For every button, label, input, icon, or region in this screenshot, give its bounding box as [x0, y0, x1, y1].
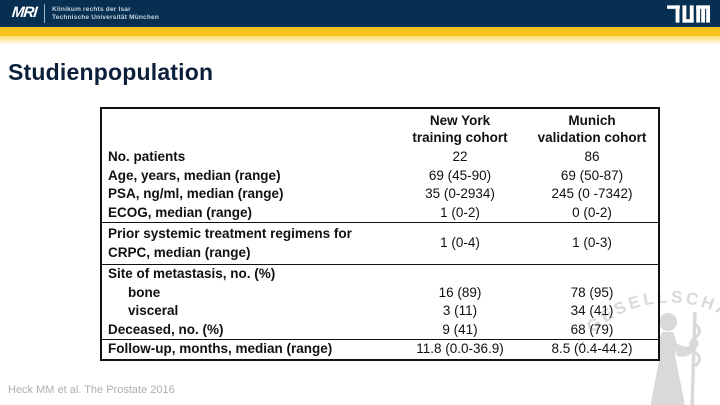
row-label: Prior systemic treatment regimens for CR…: [108, 226, 352, 260]
row-label: PSA, ng/ml, median (range): [108, 186, 284, 201]
row-label: ECOG, median (range): [108, 204, 253, 220]
row-label: Follow-up, months, median (range): [108, 341, 333, 356]
value-new-york: 22: [452, 149, 468, 164]
institution-line1: Klinikum rechts der Isar: [52, 6, 131, 13]
value-munich: 68 (79): [570, 321, 614, 337]
citation: Heck MM et al. The Prostate 2016: [8, 384, 175, 396]
value-new-york: 9 (41): [442, 321, 478, 337]
table-row-age: Age, years, median (range) 69 (45-90) 69…: [102, 167, 658, 186]
column-header-munich: Munich validation cohort: [537, 113, 647, 145]
value-munich: 1 (0-3): [572, 235, 612, 251]
accent-stripe-fade: [0, 36, 720, 45]
logo-divider: [44, 4, 45, 23]
row-label: visceral: [128, 303, 179, 318]
value-munich: 0 (0-2): [572, 204, 612, 220]
institution-line2: Technische Universität München: [52, 14, 160, 21]
value-munich: 78 (95): [570, 284, 614, 300]
value-munich: 34 (41): [570, 303, 614, 318]
value-new-york: 69 (45-90): [428, 167, 492, 183]
value-new-york: 3 (11): [442, 303, 478, 318]
top-bar: MRI Klinikum rechts der Isar Technische …: [0, 0, 720, 27]
table-header-row: New York training cohort Munich validati…: [102, 109, 658, 148]
table-row-site-of-metastasis: Site of metastasis, no. (%): [102, 264, 658, 284]
row-label: Deceased, no. (%): [108, 321, 224, 337]
study-population-table: New York training cohort Munich validati…: [100, 107, 660, 361]
table-row-bone: bone 16 (89) 78 (95): [102, 284, 658, 303]
table-row-visceral: visceral 3 (11) 34 (41): [102, 302, 658, 321]
institution-name: Klinikum rechts der Isar Technische Univ…: [52, 6, 159, 22]
row-label: No. patients: [108, 149, 186, 164]
value-munich: 69 (50-87): [560, 167, 624, 183]
row-label: Site of metastasis, no. (%): [108, 266, 276, 281]
mri-logo: MRI: [11, 4, 38, 21]
value-munich: 8.5 (0.4-44.2): [551, 341, 633, 356]
tum-logo-icon: [667, 5, 710, 23]
value-new-york: 35 (0-2934): [425, 186, 495, 201]
table-row-prior-treatment: Prior systemic treatment regimens for CR…: [102, 222, 658, 264]
table-row-psa: PSA, ng/ml, median (range) 35 (0-2934) 2…: [102, 185, 658, 204]
value-new-york: 1 (0-2): [440, 204, 480, 220]
row-label: bone: [128, 284, 161, 300]
table-row-follow-up: Follow-up, months, median (range) 11.8 (…: [102, 339, 658, 359]
row-label: Age, years, median (range): [108, 167, 281, 183]
table-row-ecog: ECOG, median (range) 1 (0-2) 0 (0-2): [102, 204, 658, 223]
value-new-york: 1 (0-4): [440, 235, 480, 251]
value-munich: 245 (0 -7342): [551, 186, 633, 201]
value-new-york: 16 (89): [438, 284, 482, 300]
column-header-new-york: New York training cohort: [412, 113, 508, 145]
page-title: Studienpopulation: [8, 59, 214, 86]
asclepius-figure-icon: [650, 313, 699, 405]
table-row-no-patients: No. patients 22 86: [102, 148, 658, 167]
value-new-york: 11.8 (0.0-36.9): [416, 341, 504, 356]
value-munich: 86: [584, 149, 600, 164]
table-row-deceased: Deceased, no. (%) 9 (41) 68 (79): [102, 321, 658, 340]
accent-stripe: [0, 27, 720, 36]
staff-and-snake-icon: [689, 311, 701, 405]
